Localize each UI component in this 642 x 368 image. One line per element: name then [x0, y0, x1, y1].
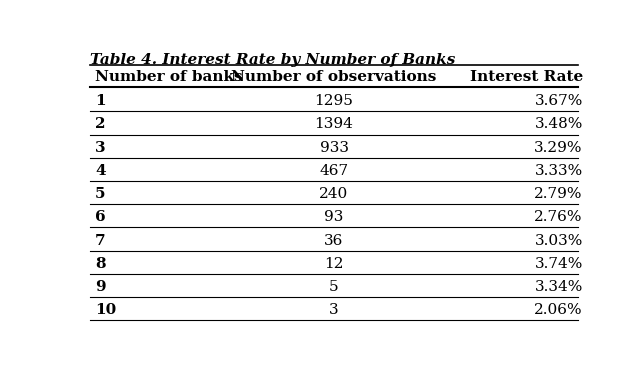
Text: 5: 5 [95, 187, 106, 201]
Text: 3.74%: 3.74% [534, 257, 583, 271]
Text: Table 4. Interest Rate by Number of Banks: Table 4. Interest Rate by Number of Bank… [90, 53, 456, 67]
Text: 12: 12 [324, 257, 343, 271]
Text: 3.48%: 3.48% [534, 117, 583, 131]
Text: 93: 93 [324, 210, 343, 224]
Text: 3.29%: 3.29% [534, 141, 583, 155]
Text: 3: 3 [95, 141, 106, 155]
Text: 1: 1 [95, 94, 106, 108]
Text: 4: 4 [95, 164, 106, 178]
Text: 3.67%: 3.67% [534, 94, 583, 108]
Text: 9: 9 [95, 280, 106, 294]
Text: Interest Rate: Interest Rate [469, 70, 583, 84]
Text: 3: 3 [329, 303, 339, 317]
Text: Number of banks: Number of banks [95, 70, 243, 84]
Text: 3.34%: 3.34% [534, 280, 583, 294]
Text: 467: 467 [320, 164, 349, 178]
Text: 933: 933 [320, 141, 349, 155]
Text: 3.33%: 3.33% [535, 164, 583, 178]
Text: 8: 8 [95, 257, 106, 271]
Text: 7: 7 [95, 234, 106, 248]
Text: 1394: 1394 [315, 117, 354, 131]
Text: 3.03%: 3.03% [534, 234, 583, 248]
Text: 2.76%: 2.76% [534, 210, 583, 224]
Text: 2.06%: 2.06% [534, 303, 583, 317]
Text: 240: 240 [319, 187, 349, 201]
Text: 5: 5 [329, 280, 339, 294]
Text: 1295: 1295 [315, 94, 354, 108]
Text: 2: 2 [95, 117, 106, 131]
Text: 10: 10 [95, 303, 116, 317]
Text: 2.79%: 2.79% [534, 187, 583, 201]
Text: 6: 6 [95, 210, 106, 224]
Text: 36: 36 [324, 234, 343, 248]
Text: Number of observations: Number of observations [231, 70, 437, 84]
